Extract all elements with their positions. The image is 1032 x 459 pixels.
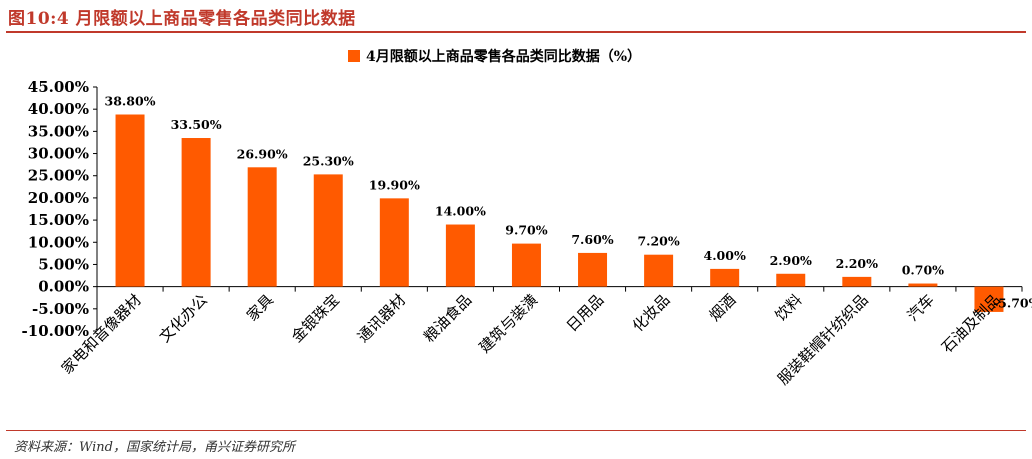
bar	[181, 138, 211, 287]
y-tick-label: 25.00%	[28, 167, 89, 185]
bar	[379, 198, 409, 287]
data-label: 7.20%	[637, 234, 679, 249]
y-tick-label: -10.00%	[22, 322, 89, 340]
x-tick-label: 粮油食品	[420, 291, 475, 346]
x-tick-label: 饮料	[772, 291, 806, 325]
bar	[842, 276, 872, 287]
figure-title: 图10:4 月限额以上商品零售各品类同比数据	[8, 9, 356, 29]
bar	[710, 268, 740, 287]
x-tick-label: 家具	[243, 291, 277, 325]
bar	[908, 283, 938, 287]
data-label: 26.90%	[237, 146, 288, 161]
bar	[776, 273, 806, 287]
y-tick-label: -5.00%	[32, 300, 89, 318]
data-label: 2.20%	[836, 256, 878, 271]
y-tick-label: 20.00%	[28, 189, 89, 207]
bar	[974, 286, 1004, 312]
legend-swatch	[348, 50, 360, 62]
y-tick-label: 10.00%	[28, 233, 89, 251]
data-label: 9.70%	[505, 223, 547, 238]
bar	[511, 243, 541, 287]
y-tick-label: 45.00%	[28, 78, 89, 96]
x-tick-label: 通讯器材	[354, 291, 409, 346]
data-label: 38.80%	[105, 94, 156, 109]
data-label: 19.90%	[369, 177, 420, 192]
data-label: 0.70%	[902, 263, 944, 278]
chart-legend: 4月限额以上商品零售各品类同比数据（%）	[348, 46, 641, 66]
bar	[115, 114, 145, 287]
bar-chart: -10.00% -5.00% 0.00% 5.00% 10.00% 15.00% 20.00…	[22, 78, 1032, 388]
bar	[644, 254, 674, 287]
bar	[247, 167, 277, 287]
source-note: 资料来源：Wind，国家统计局，甬兴证券研究所	[14, 440, 295, 455]
data-label: 4.00%	[704, 248, 746, 263]
title-divider	[6, 31, 1026, 33]
x-tick-label: 化妆品	[629, 291, 674, 336]
bar	[445, 224, 475, 287]
data-label: 33.50%	[171, 117, 222, 132]
y-tick-label: 15.00%	[28, 211, 89, 229]
bar	[578, 252, 608, 287]
bar	[313, 174, 343, 287]
data-label: 7.60%	[571, 232, 613, 247]
data-label: 2.90%	[770, 253, 812, 268]
x-tick-label: 建筑与装潢	[476, 291, 542, 357]
x-tick-label: 汽车	[904, 291, 938, 325]
y-tick-label: 30.00%	[28, 145, 89, 163]
x-tick-label: 石油及制品	[938, 291, 1004, 357]
x-tick-label: 烟酒	[706, 291, 740, 325]
x-tick-label: 金银珠宝	[288, 291, 343, 346]
y-tick-label: 0.00%	[38, 278, 89, 296]
y-tick-label: 5.00%	[38, 255, 89, 273]
data-label: -5.70%	[993, 296, 1032, 311]
x-tick-label: 文化办公	[156, 291, 211, 346]
legend-label: 4月限额以上商品零售各品类同比数据（%）	[366, 49, 642, 65]
data-label: 25.30%	[303, 153, 354, 168]
x-tick-label: 日用品	[563, 291, 608, 336]
y-tick-label: 35.00%	[28, 122, 89, 140]
data-label: 14.00%	[435, 204, 486, 219]
source-divider	[6, 430, 1026, 431]
y-tick-label: 40.00%	[28, 100, 89, 118]
